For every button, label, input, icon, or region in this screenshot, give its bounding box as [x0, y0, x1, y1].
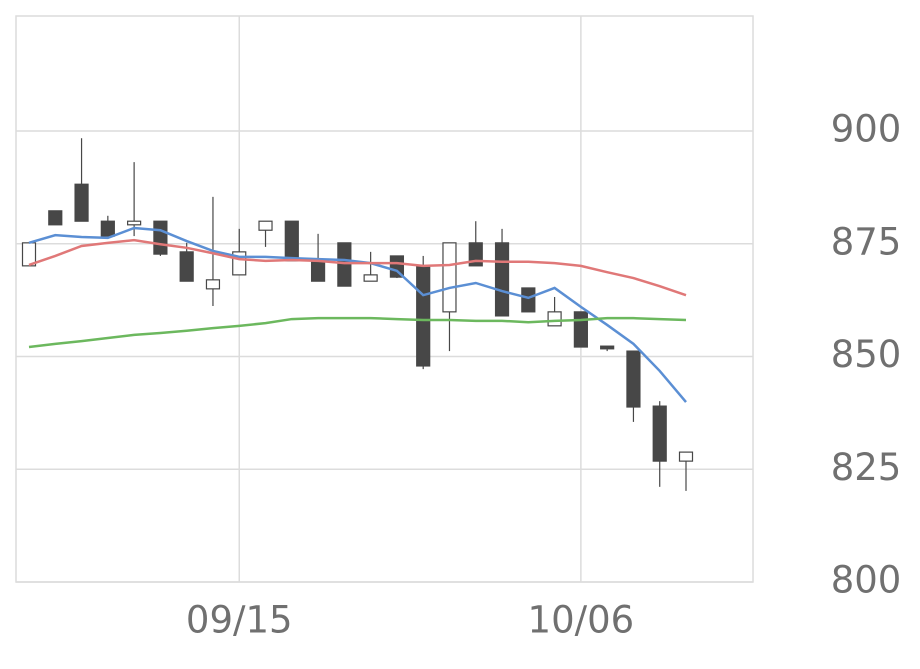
y-tick-label: 800: [831, 559, 902, 602]
moving-average-line: [28, 238, 687, 297]
candle-body: [153, 220, 168, 255]
candle-body: [100, 220, 115, 237]
candle-body: [600, 345, 615, 350]
x-tick-label: 09/15: [186, 599, 293, 642]
candle-body: [74, 183, 89, 222]
candle-body: [442, 242, 457, 313]
x-tick-label: 10/06: [528, 599, 635, 642]
candle-body: [179, 251, 194, 282]
candle-body: [258, 220, 273, 231]
y-tick-label: 850: [831, 333, 902, 376]
candle-body: [48, 210, 63, 226]
candle-body: [547, 311, 562, 327]
candle-body: [573, 311, 588, 348]
y-tick-label: 900: [831, 108, 902, 151]
moving-average-line: [28, 316, 687, 349]
candle-body: [494, 242, 510, 317]
candle-body: [521, 287, 536, 313]
candle-body: [127, 220, 142, 226]
candle-body: [363, 274, 378, 282]
candle-body: [626, 350, 641, 408]
y-tick-label: 825: [831, 446, 902, 489]
candle-body: [389, 255, 405, 278]
plot-area: [15, 15, 754, 583]
moving-average-line: [28, 226, 687, 403]
candle-body: [652, 405, 667, 462]
candle-body: [284, 220, 299, 262]
y-tick-label: 875: [831, 220, 902, 263]
candle-body: [678, 451, 694, 462]
candle-body: [310, 260, 326, 282]
candle-body: [337, 242, 352, 287]
candle-body: [416, 265, 431, 367]
candle-body: [205, 279, 221, 290]
